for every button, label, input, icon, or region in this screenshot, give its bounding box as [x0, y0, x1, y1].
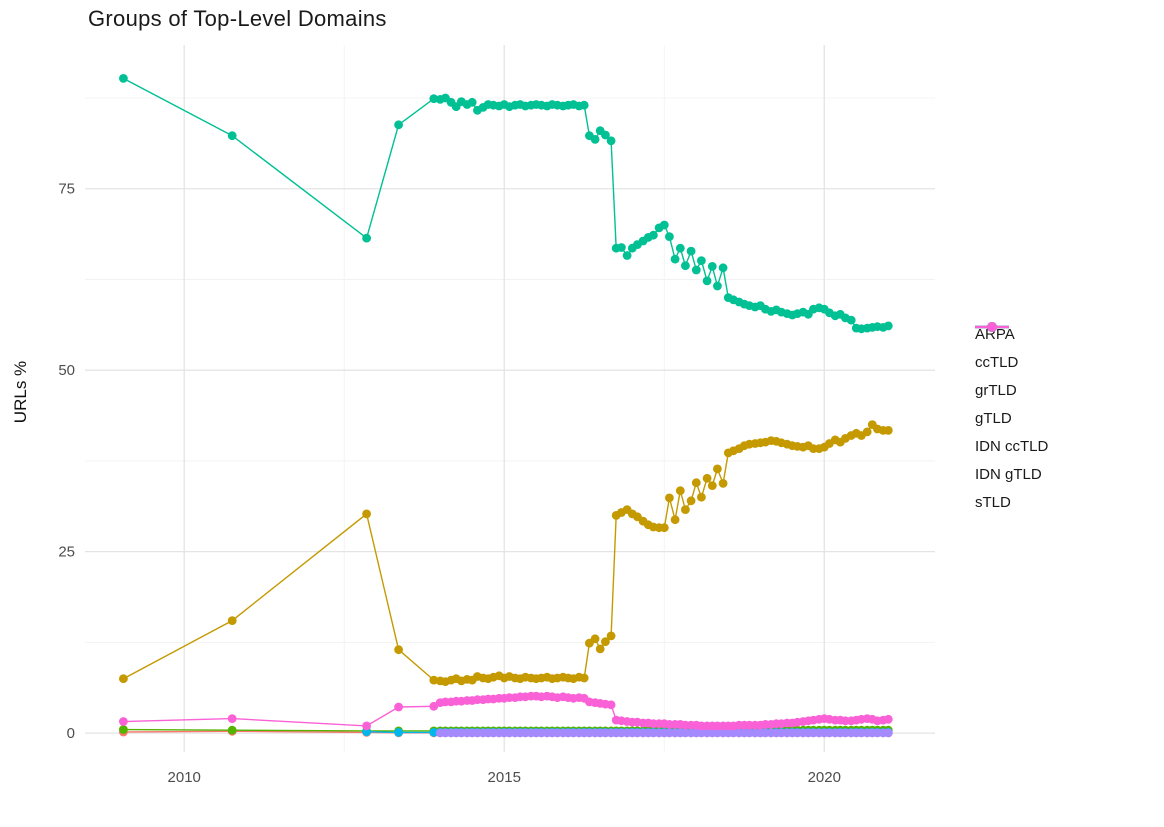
- data-point: [429, 94, 439, 104]
- data-point: [590, 634, 600, 644]
- x-tick-label: 2020: [808, 769, 841, 786]
- y-tick-label: 0: [67, 725, 75, 742]
- data-point: [429, 728, 439, 737]
- data-point: [707, 481, 717, 490]
- data-point: [119, 717, 128, 726]
- data-point: [601, 130, 610, 140]
- data-point: [622, 251, 632, 260]
- legend-item-label: ccTLD: [975, 353, 1019, 371]
- data-point: [394, 702, 403, 712]
- data-point: [862, 427, 872, 437]
- data-point: [670, 254, 680, 264]
- legend-item-IDN-ccTLD: IDN ccTLD: [975, 322, 1049, 460]
- data-point: [119, 74, 128, 83]
- data-point: [665, 493, 674, 503]
- chart-title: Groups of Top-Level Domains: [88, 6, 387, 31]
- data-point: [227, 131, 237, 141]
- legend-item-label: IDN gTLD: [975, 465, 1042, 483]
- data-point: [362, 233, 371, 243]
- data-point: [686, 246, 696, 256]
- series-IDN-gTLD: [435, 728, 893, 738]
- legend-item-label: grTLD: [975, 381, 1017, 399]
- data-point: [718, 263, 728, 273]
- legend-item-label: ARPA: [975, 325, 1015, 343]
- legend-item-ccTLD: ccTLD: [975, 322, 1048, 376]
- data-point: [670, 515, 680, 525]
- x-tick-label: 2010: [168, 769, 201, 786]
- data-point: [429, 675, 439, 685]
- data-point: [429, 701, 439, 711]
- data-point: [707, 262, 717, 271]
- data-point: [883, 321, 893, 331]
- data-point: [883, 728, 893, 738]
- data-point: [665, 232, 674, 242]
- data-point: [659, 220, 669, 230]
- legend-item-sTLD: sTLD: [975, 322, 1048, 516]
- y-tick-label: 75: [58, 181, 75, 198]
- data-point: [713, 281, 722, 291]
- data-point: [713, 464, 722, 474]
- data-point: [883, 714, 893, 724]
- data-point: [675, 486, 685, 496]
- legend-item-label: sTLD: [975, 493, 1011, 511]
- series-ccTLD: [119, 420, 893, 686]
- data-point: [601, 637, 610, 647]
- data-point: [697, 256, 706, 265]
- data-point: [691, 478, 701, 488]
- legend-item-label: IDN ccTLD: [975, 437, 1049, 455]
- legend-item-gTLD: gTLD: [975, 322, 1048, 432]
- legend: ARPA ccTLD grTLD gTLD IDN ccTLD IDN gTLD sTLD: [975, 320, 1048, 516]
- data-point: [467, 97, 477, 107]
- data-point: [883, 426, 893, 435]
- data-point: [718, 479, 728, 488]
- data-point: [606, 136, 616, 146]
- series-line: [123, 423, 889, 683]
- data-point: [579, 100, 589, 110]
- series-sTLD: [119, 691, 893, 731]
- data-point: [119, 674, 128, 684]
- x-tick-label: 2015: [488, 769, 521, 786]
- gridlines: [85, 45, 935, 752]
- data-point: [697, 492, 706, 502]
- legend-item-IDN-gTLD: IDN gTLD: [975, 322, 1048, 488]
- legend-item-label: gTLD: [975, 409, 1012, 427]
- data-point: [362, 509, 371, 519]
- legend-key-icon: [975, 322, 1009, 332]
- data-point: [227, 616, 237, 625]
- data-point: [702, 276, 712, 286]
- data-point: [362, 721, 371, 731]
- data-point: [606, 700, 616, 710]
- data-point: [691, 265, 701, 275]
- data-point: [394, 728, 403, 737]
- axis-tick-labels: 2010 2015 2020 0 25 50 75: [58, 181, 841, 786]
- data-point: [595, 644, 605, 654]
- data-point: [394, 645, 403, 655]
- y-tick-label: 25: [58, 544, 75, 561]
- data-point: [227, 714, 237, 723]
- data-point: [681, 505, 690, 514]
- data-point: [606, 631, 616, 641]
- data-point: [659, 523, 669, 533]
- series-line: [123, 77, 889, 330]
- data-point: [394, 120, 403, 130]
- data-point: [227, 725, 237, 735]
- y-tick-label: 50: [58, 362, 75, 379]
- legend-item-grTLD: grTLD: [975, 322, 1048, 404]
- data-point: [702, 473, 712, 483]
- data-point: [846, 315, 856, 325]
- data-point: [686, 496, 696, 506]
- data-point: [675, 243, 685, 253]
- data-point: [681, 261, 690, 271]
- data-point: [590, 135, 600, 144]
- data-point: [617, 243, 626, 252]
- data-point: [579, 673, 589, 683]
- data-point: [119, 725, 128, 734]
- data-point: [649, 230, 658, 240]
- series-gTLD: [119, 74, 893, 334]
